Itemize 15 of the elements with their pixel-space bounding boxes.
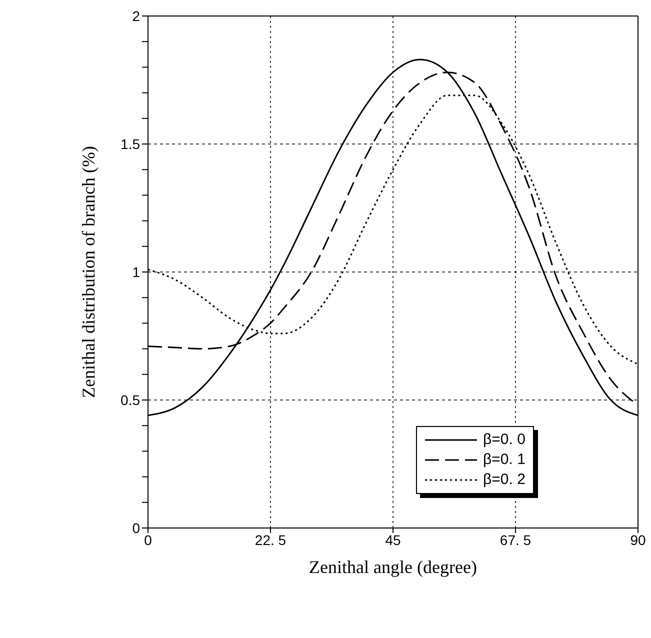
x-tick-label: 22. 5: [254, 532, 286, 548]
y-tick-label: 1.5: [120, 136, 140, 152]
legend-label: β=0. 1: [483, 450, 526, 470]
y-tick-label: 0.5: [120, 392, 140, 408]
y-axis-title: Zenithal distribution of branch (%): [78, 146, 98, 398]
x-tick-label: 45: [385, 532, 401, 548]
legend-label: β=0. 2: [483, 470, 526, 490]
x-tick-label: 90: [630, 532, 646, 548]
y-tick-label: 1: [132, 264, 140, 280]
x-axis-title: Zenithal angle (degree): [309, 557, 477, 577]
x-tick-label: 0: [144, 532, 152, 548]
x-tick-label: 67. 5: [500, 532, 532, 548]
legend-label: β=0. 0: [483, 430, 526, 450]
y-tick-label: 2: [132, 8, 140, 24]
y-tick-label: 0: [132, 520, 140, 536]
